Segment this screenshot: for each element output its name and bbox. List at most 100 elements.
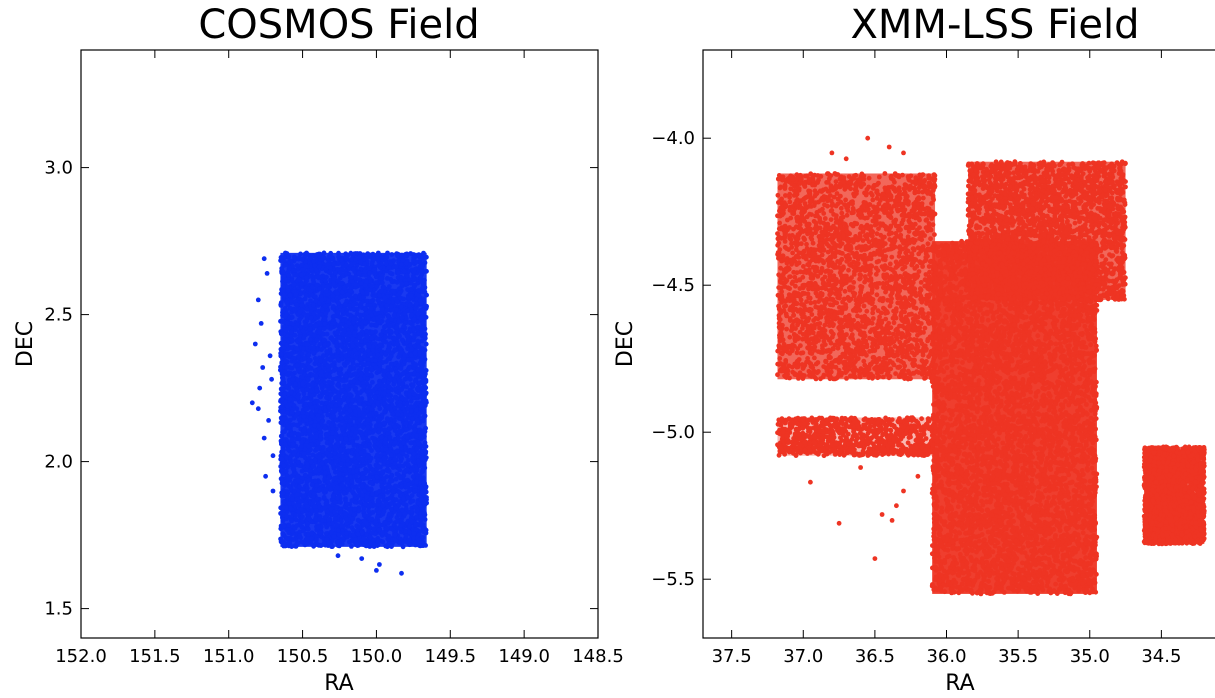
cosmos-point	[299, 431, 305, 437]
cosmos-point	[347, 312, 353, 318]
cosmos-point	[337, 423, 342, 428]
cosmos-point	[285, 288, 291, 294]
cosmos-point	[387, 511, 392, 517]
cosmos-point	[308, 255, 314, 261]
cosmos-point	[293, 292, 299, 297]
cosmos-point	[424, 268, 429, 274]
cosmos-point	[390, 489, 396, 494]
cosmos-point	[371, 267, 377, 273]
cosmos-point	[305, 376, 311, 382]
cosmos-point	[301, 391, 307, 397]
cosmos-point	[408, 280, 414, 286]
cosmos-point	[382, 400, 387, 406]
cosmos-point	[346, 368, 352, 374]
cosmos-point	[420, 256, 426, 261]
cosmos-point	[332, 313, 337, 319]
cosmos-point	[372, 427, 378, 433]
cosmos-point	[394, 307, 399, 313]
cosmos-point	[412, 283, 418, 288]
cosmos-point	[403, 320, 409, 326]
cosmos-point	[286, 530, 292, 536]
cosmos-point	[323, 311, 329, 316]
cosmos-point	[404, 281, 409, 286]
cosmos-point	[381, 420, 387, 426]
cosmos-point	[374, 284, 380, 289]
cosmos-point	[416, 458, 421, 464]
cosmos-point	[295, 509, 301, 515]
cosmos-point	[332, 516, 338, 521]
cosmos-point	[357, 500, 363, 505]
cosmos-point	[307, 401, 313, 407]
cosmos-point	[381, 284, 387, 290]
cosmos-point	[295, 367, 301, 373]
cosmos-title: COSMOS Field	[198, 2, 479, 48]
cosmos-point	[379, 447, 385, 452]
cosmos-point	[406, 537, 412, 543]
cosmos-point	[365, 417, 371, 423]
cosmos-point	[304, 342, 310, 347]
cosmos-point	[395, 313, 400, 318]
cosmos-point	[308, 433, 313, 438]
cosmos-point	[306, 516, 312, 522]
cosmos-point	[289, 278, 295, 283]
cosmos-point	[349, 544, 354, 549]
cosmos-point	[421, 358, 426, 363]
cosmos-point	[364, 494, 370, 500]
cosmos-point	[387, 270, 393, 276]
cosmos-point	[321, 540, 327, 546]
cosmos-point	[383, 500, 389, 505]
cosmos-point	[328, 357, 333, 363]
cosmos-point	[284, 320, 290, 326]
cosmos-point	[328, 507, 334, 512]
cosmos-point	[358, 301, 364, 306]
cosmos-point	[393, 329, 399, 335]
cosmos-point	[350, 484, 356, 489]
cosmos-point	[290, 537, 296, 542]
cosmos-point	[394, 299, 400, 304]
cosmos-point	[388, 506, 394, 512]
cosmos-point	[371, 403, 377, 409]
cosmos-point	[415, 338, 421, 344]
cosmos-point	[343, 373, 349, 379]
cosmos-point	[284, 513, 289, 519]
cosmos-point	[321, 337, 327, 343]
cosmos-point	[365, 314, 371, 320]
cosmos-point	[367, 474, 372, 480]
cosmos-point	[280, 284, 286, 289]
cosmos-point	[292, 332, 298, 338]
cosmos-point	[392, 440, 398, 445]
cosmos-point	[317, 329, 323, 335]
cosmos-point	[416, 537, 422, 543]
cosmos-point	[423, 303, 429, 309]
cosmos-point	[415, 311, 421, 317]
cosmos-point	[365, 361, 371, 367]
cosmos-point	[300, 381, 306, 387]
cosmos-point	[365, 454, 371, 460]
cosmos-point	[389, 397, 395, 403]
cosmos-point	[377, 417, 383, 422]
cosmos-point	[335, 495, 340, 501]
cosmos-point	[288, 320, 294, 326]
cosmos-point	[283, 327, 289, 333]
cosmos-point	[285, 464, 290, 470]
cosmos-point	[388, 478, 394, 483]
cosmos-point	[295, 474, 301, 479]
cosmos-point	[366, 343, 372, 349]
cosmos-point	[414, 301, 419, 307]
cosmos-point	[322, 470, 328, 476]
cosmos-point	[364, 298, 370, 304]
cosmos-point	[319, 414, 325, 419]
cosmos-point	[350, 516, 356, 522]
cosmos-point	[377, 494, 383, 500]
cosmos-point	[394, 449, 400, 454]
cosmos-point	[281, 463, 287, 469]
cosmos-point	[369, 329, 375, 335]
cosmos-point	[281, 292, 287, 298]
cosmos-point	[393, 538, 399, 544]
cosmos-point	[403, 528, 409, 534]
cosmos-point	[331, 281, 336, 287]
cosmos-point	[282, 399, 288, 405]
cosmos-point	[284, 455, 289, 461]
cosmos-point	[288, 506, 294, 512]
cosmos-point	[411, 277, 417, 283]
